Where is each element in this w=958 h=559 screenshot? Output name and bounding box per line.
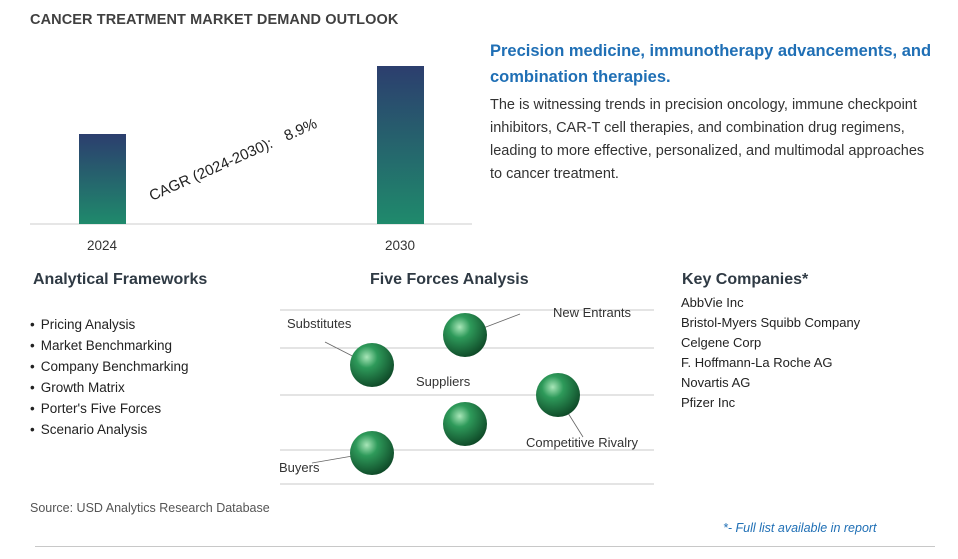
list-item: Pricing Analysis xyxy=(30,314,189,335)
list-item: F. Hoffmann-La Roche AG xyxy=(681,355,833,370)
bar-2024 xyxy=(79,134,126,224)
footnote: *- Full list available in report xyxy=(723,521,877,535)
label-suppliers: Suppliers xyxy=(416,374,471,389)
five-forces-title: Five Forces Analysis xyxy=(370,271,529,288)
label-new-entrants: New Entrants xyxy=(553,305,632,320)
list-item: Scenario Analysis xyxy=(30,419,189,440)
list-item: Company Benchmarking xyxy=(30,356,189,377)
sphere-substitutes xyxy=(350,343,394,387)
list-item: Market Benchmarking xyxy=(30,335,189,356)
companies-title: Key Companies* xyxy=(682,271,809,288)
cagr-label: CAGR (2024-2030): xyxy=(147,135,276,205)
list-item: Celgene Corp xyxy=(681,335,762,350)
label-substitutes: Substitutes xyxy=(287,316,352,331)
label-competitive-rivalry: Competitive Rivalry xyxy=(526,435,638,450)
frameworks-list: Pricing Analysis Market Benchmarking Com… xyxy=(30,314,189,440)
description: The is witnessing trends in precision on… xyxy=(490,97,925,182)
list-item: Bristol-Myers Squibb Company xyxy=(681,315,861,330)
bar-2030 xyxy=(377,66,424,224)
cagr-value: 8.9% xyxy=(282,115,320,144)
x-tick-label-2030: 2030 xyxy=(385,238,415,253)
sphere-suppliers xyxy=(443,402,487,446)
list-item: Porter's Five Forces xyxy=(30,398,189,419)
list-item: Growth Matrix xyxy=(30,377,189,398)
page-title: CANCER TREATMENT MARKET DEMAND OUTLOOK xyxy=(30,12,399,28)
list-item: Novartis AG xyxy=(681,375,751,390)
svg-text:CAGR (2024-2030): 8.9%: CAGR (2024-2030): 8.9% xyxy=(147,115,320,204)
x-tick-label-2024: 2024 xyxy=(87,238,118,253)
source-note: Source: USD Analytics Research Database xyxy=(30,501,270,515)
frameworks-title: Analytical Frameworks xyxy=(33,271,208,288)
companies-list: AbbVie Inc Bristol-Myers Squibb Company … xyxy=(681,293,860,413)
sphere-new-entrants xyxy=(443,313,487,357)
headline: Precision medicine, immunotherapy advanc… xyxy=(490,42,932,86)
list-item: Pfizer Inc xyxy=(681,395,736,410)
five-forces-diagram: Substitutes New Entrants Suppliers Compe… xyxy=(279,305,654,485)
list-item: AbbVie Inc xyxy=(681,295,744,310)
sphere-buyers xyxy=(350,431,394,475)
sphere-competitive-rivalry xyxy=(536,373,580,417)
bar-chart: 2024 2030 CAGR (2024-2030): 8.9% xyxy=(30,66,472,253)
label-buyers: Buyers xyxy=(279,460,320,475)
divider xyxy=(35,546,935,547)
